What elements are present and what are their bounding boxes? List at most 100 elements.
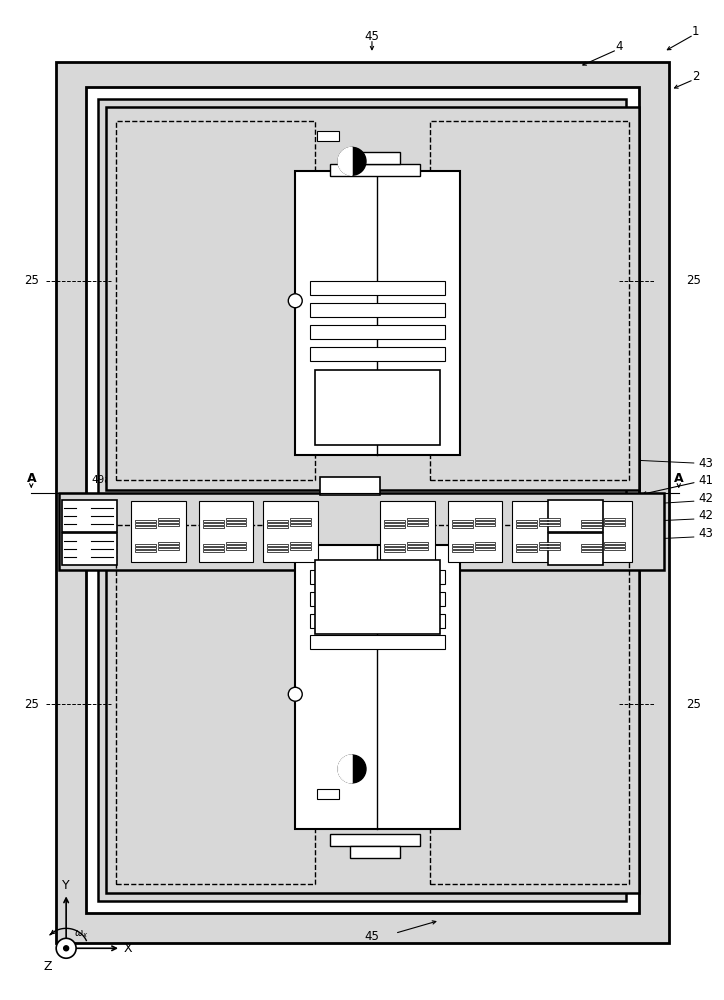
Text: B: B: [416, 137, 424, 150]
Bar: [350, 846, 400, 858]
Text: A: A: [674, 472, 683, 485]
Bar: [407, 548, 428, 550]
Bar: [198, 501, 253, 562]
Bar: [225, 521, 246, 523]
Bar: [158, 545, 179, 547]
Wedge shape: [338, 755, 352, 783]
Bar: [516, 550, 537, 552]
Bar: [203, 520, 224, 522]
Bar: [430, 525, 629, 884]
Bar: [290, 545, 311, 547]
Bar: [135, 526, 156, 528]
Bar: [474, 545, 495, 547]
Text: 51: 51: [283, 782, 298, 795]
Text: 40: 40: [169, 475, 182, 485]
Text: 2: 2: [692, 70, 699, 83]
Text: 49a: 49a: [91, 475, 111, 485]
Circle shape: [56, 938, 76, 958]
Text: 45: 45: [364, 930, 379, 943]
Text: 25: 25: [24, 698, 38, 711]
Text: 44: 44: [413, 587, 426, 597]
Bar: [135, 523, 156, 525]
Text: 41: 41: [699, 474, 714, 487]
Bar: [516, 526, 537, 528]
Bar: [604, 521, 625, 523]
Text: 50: 50: [283, 137, 298, 150]
Text: 47: 47: [492, 623, 507, 636]
Bar: [203, 547, 224, 549]
Bar: [539, 524, 560, 526]
Text: 4: 4: [615, 40, 623, 53]
Bar: [516, 520, 537, 522]
Bar: [407, 518, 428, 520]
Bar: [106, 510, 639, 893]
Text: X: X: [124, 942, 132, 955]
Bar: [474, 542, 495, 544]
Bar: [474, 521, 495, 523]
Circle shape: [288, 687, 302, 701]
Bar: [384, 544, 405, 546]
Bar: [581, 523, 602, 525]
Bar: [384, 526, 405, 528]
Bar: [539, 518, 560, 520]
Bar: [548, 500, 603, 532]
Text: A: A: [27, 472, 36, 485]
Bar: [452, 520, 473, 522]
Bar: [267, 547, 288, 549]
Bar: [98, 99, 626, 901]
Text: 28: 28: [142, 475, 156, 485]
Bar: [116, 121, 315, 480]
Bar: [225, 548, 246, 550]
Text: 40: 40: [351, 587, 365, 597]
Bar: [203, 523, 224, 525]
Bar: [106, 107, 639, 490]
Bar: [267, 526, 288, 528]
Bar: [452, 523, 473, 525]
Bar: [330, 164, 420, 176]
Bar: [310, 303, 445, 317]
Bar: [135, 520, 156, 522]
Bar: [516, 547, 537, 549]
Bar: [474, 524, 495, 526]
Bar: [452, 544, 473, 546]
Text: 46: 46: [480, 336, 495, 349]
Bar: [581, 550, 602, 552]
Bar: [350, 152, 400, 164]
Text: 42: 42: [699, 509, 714, 522]
Bar: [62, 500, 117, 532]
Bar: [581, 547, 602, 549]
Text: 40: 40: [429, 475, 442, 485]
Bar: [548, 533, 603, 565]
Bar: [315, 370, 439, 445]
Bar: [290, 548, 311, 550]
Bar: [407, 521, 428, 523]
Bar: [295, 171, 460, 455]
Circle shape: [338, 755, 366, 783]
Text: 25: 25: [24, 274, 38, 287]
Bar: [310, 347, 445, 361]
Text: 27: 27: [197, 475, 210, 485]
Text: 25: 25: [686, 274, 701, 287]
Bar: [158, 518, 179, 520]
Bar: [604, 548, 625, 550]
Bar: [577, 501, 632, 562]
Bar: [430, 121, 629, 480]
Bar: [384, 523, 405, 525]
Text: 43: 43: [699, 457, 714, 470]
Bar: [581, 544, 602, 546]
Text: 44: 44: [252, 475, 265, 485]
Text: 48: 48: [480, 578, 495, 591]
Bar: [290, 521, 311, 523]
Bar: [320, 568, 380, 586]
Bar: [539, 521, 560, 523]
Text: 42: 42: [699, 492, 714, 505]
Bar: [86, 87, 639, 913]
Bar: [539, 545, 560, 547]
Bar: [452, 526, 473, 528]
Wedge shape: [338, 147, 352, 175]
Bar: [135, 547, 156, 549]
Bar: [135, 550, 156, 552]
Bar: [310, 635, 445, 649]
Bar: [474, 518, 495, 520]
Bar: [225, 542, 246, 544]
